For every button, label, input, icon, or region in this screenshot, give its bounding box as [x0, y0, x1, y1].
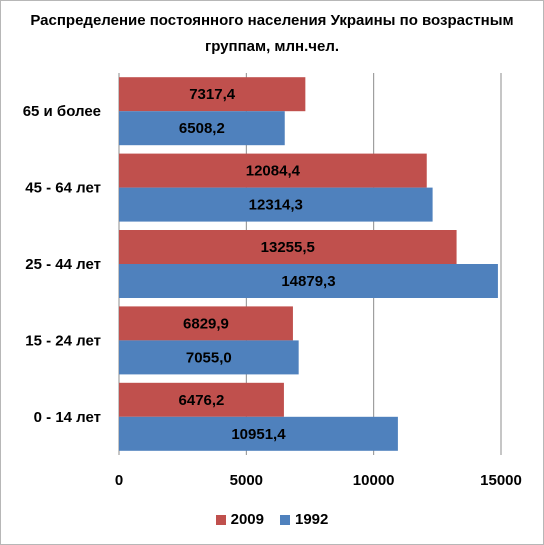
x-tick-5000: 5000 [230, 472, 263, 489]
bar-label-1992-0: 10951,4 [231, 426, 286, 443]
category-label-3: 45 - 64 лет [25, 180, 101, 197]
legend-label-2009: 2009 [230, 511, 264, 528]
category-label-0: 0 - 14 лет [34, 409, 101, 426]
bar-1992-3 [119, 187, 433, 222]
category-label-4: 65 и более [23, 103, 101, 120]
legend-item-2009: 2009 [215, 511, 264, 528]
bar-label-1992-4: 6508,2 [179, 120, 225, 137]
legend: 2009 1992 [0, 511, 544, 528]
x-tick-10000: 10000 [353, 472, 395, 489]
x-tick-0: 0 [115, 472, 123, 489]
category-label-1: 15 - 24 лет [25, 332, 101, 349]
bar-2009-4 [119, 77, 306, 112]
x-tick-labels: 0 5000 10000 15000 [115, 472, 522, 489]
chart-title: Распределение постоянного населения Укра… [30, 12, 514, 55]
bar-label-2009-1: 6829,9 [183, 315, 229, 332]
bar-label-2009-2: 13255,5 [261, 239, 315, 256]
bar-1992-1 [119, 340, 299, 375]
bar-1992-4 [119, 111, 285, 146]
x-tick-15000: 15000 [480, 472, 522, 489]
bar-labels: 6476,2 10951,4 6829,9 7055,0 13255,5 14879,3 1… [179, 86, 336, 443]
bar-1992-0 [119, 416, 398, 451]
bar-label-1992-1: 7055,0 [186, 349, 232, 366]
bar-1992-2 [119, 264, 498, 298]
legend-swatch-1992 [280, 514, 290, 525]
bar-label-2009-3: 12084,4 [246, 163, 301, 180]
bar-label-2009-0: 6476,2 [179, 392, 225, 409]
bar-label-2009-4: 7317,4 [189, 86, 236, 103]
category-labels: 0 - 14 лет 15 - 24 лет 25 - 44 лет 45 - 64 … [23, 103, 101, 426]
category-label-2: 25 - 44 лет [25, 256, 101, 273]
legend-label-1992: 1992 [295, 511, 329, 528]
bar-label-1992-2: 14879,3 [281, 273, 335, 290]
bar-2009-0 [119, 382, 284, 417]
legend-swatch-2009 [215, 514, 226, 525]
bars [119, 77, 498, 451]
bar-2009-3 [119, 153, 427, 188]
bar-2009-1 [119, 306, 293, 341]
bar-label-1992-3: 12314,3 [249, 197, 303, 214]
legend-item-1992: 1992 [280, 511, 328, 528]
bar-2009-2 [119, 230, 457, 264]
